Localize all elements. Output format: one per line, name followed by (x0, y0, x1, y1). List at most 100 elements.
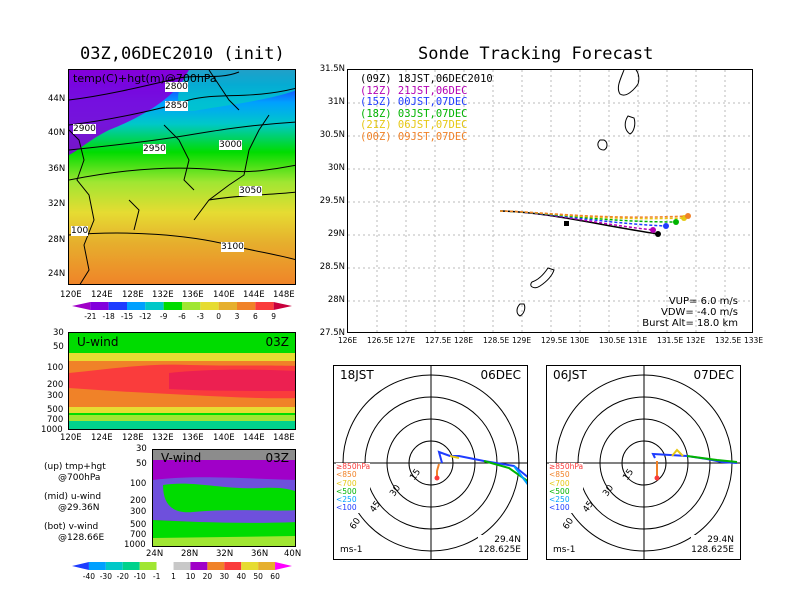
lon-tick: 127E (396, 336, 416, 345)
colorbar-swatch (163, 302, 182, 310)
hodograph-unit: ms-1 (553, 545, 576, 555)
pressure-tick: 200 (47, 380, 64, 390)
colorbar-swatch (237, 302, 256, 310)
colorbar-label: -9 (160, 312, 168, 320)
map-field-label: temp(C)+hgt(m)@700hPa (73, 72, 217, 85)
contour-label: 3100 (221, 242, 244, 252)
lat-tick: 30N (327, 163, 345, 173)
hodograph-right-time: 06JST (553, 368, 587, 382)
colorbar-swatch (182, 302, 201, 310)
lon-tick: 129.5E (541, 336, 568, 345)
pressure-tick: 50 (136, 459, 147, 469)
colorbar-swatch (88, 562, 106, 570)
level-item: <850 (336, 470, 357, 480)
colorbar-label: -40 (83, 572, 95, 581)
lon-tick: 140E (213, 290, 235, 300)
colorbar-label: 1 (171, 572, 176, 581)
param-vup: VUP= 6.0 m/s (668, 296, 738, 307)
hodograph-right: 06JST 07DEC 15 30 45 60 ≥850hPa <850 <70… (546, 365, 741, 560)
lon-tick: 131.5E (657, 336, 684, 345)
lon-tick: 131E (628, 336, 648, 345)
lat-tick: 31.5N (319, 64, 345, 74)
lon-tick: 128E (122, 433, 144, 443)
landing-point (655, 231, 661, 237)
track-legend-item: (18Z) 03JST,07DEC (360, 107, 468, 120)
lat-tick: 29.5N (319, 196, 345, 206)
lat-tick: 30.5N (319, 130, 345, 140)
level-item: ≥850hPa (336, 462, 371, 471)
colorbar-label: -20 (117, 572, 129, 581)
level-item: <500 (336, 486, 357, 496)
temperature-colorbar: -21 -18 -15 -12 -9 -6 -3 0 3 6 9 (72, 302, 292, 320)
pressure-tick: 500 (130, 520, 147, 530)
track-legend-item: (15Z) 00JST,07DEC (360, 96, 468, 108)
lon-tick: 126E (338, 336, 358, 345)
pressure-tick: 30 (136, 444, 147, 454)
legend-note-bot: (bot) v-wind @128.66E (44, 522, 104, 544)
colorbar-label: 50 (253, 572, 263, 581)
u-wind-field (69, 333, 295, 429)
landing-point (685, 213, 691, 219)
colorbar-swatch (190, 562, 208, 570)
colorbar-label: -6 (178, 312, 186, 320)
legend-note-line: (mid) u-wind (44, 492, 102, 502)
colorbar-label: 60 (270, 572, 280, 581)
pressure-tick: 500 (47, 405, 64, 415)
colorbar-swatch (173, 562, 191, 570)
pressure-tick: 300 (130, 507, 147, 517)
lat-tick: 40N (48, 128, 66, 138)
contour-label: 2850 (165, 101, 188, 111)
colorbar-label: -1 (153, 572, 161, 581)
lat-tick: 44N (48, 94, 66, 104)
track-legend-item: (12Z) 21JST,06DEC (360, 84, 468, 97)
lat-tick: 28N (327, 295, 345, 305)
lat-tick: 27.5N (319, 328, 345, 338)
lat-tick: 32N (48, 199, 66, 209)
lon-tick: 124E (91, 290, 113, 300)
lon-tick: 132E (152, 433, 174, 443)
sonde-params: VUP= 6.0 m/s VDW= -4.0 m/s Burst Alt= 18… (642, 296, 738, 329)
colorbar-swatch (258, 562, 276, 570)
location-lat: 29.4N (707, 535, 734, 545)
lon-tick: 136E (182, 290, 204, 300)
v-wind-panel: V-wind 03Z (152, 449, 296, 547)
lon-tick: 132.5E (715, 336, 742, 345)
track-legend-item: (09Z) 18JST,06DEC2010 (360, 73, 493, 85)
colorbar-swatch (156, 562, 174, 570)
pressure-tick: 1000 (124, 540, 146, 550)
sonde-track (499, 210, 659, 235)
landing-point (663, 223, 669, 229)
hodograph-location: 29.4N 128.625E (691, 535, 734, 555)
param-burst: Burst Alt= 18.0 km (642, 318, 738, 329)
lon-tick: 124E (91, 433, 113, 443)
param-vdw: VDW= -4.0 m/s (661, 307, 738, 318)
lat-tick: 28.5N (319, 262, 345, 272)
location-lat: 29.4N (494, 535, 521, 545)
sonde-track (499, 210, 689, 218)
colorbar-swatch (145, 302, 164, 310)
u-wind-time: 03Z (265, 335, 290, 349)
wind-colorbar: -40 -30 -20 -10 -1 1 10 20 30 40 50 60 (72, 562, 292, 581)
track-plot (348, 70, 752, 332)
v-wind-field (153, 450, 295, 546)
pressure-level-legend: ≥850hPa <850 <700 <500 <250 <100 (549, 462, 584, 513)
pressure-tick: 300 (47, 391, 64, 401)
pressure-tick: 700 (47, 415, 64, 425)
legend-note-mid: (mid) u-wind @29.36N (44, 492, 101, 514)
colorbar-label: 20 (203, 572, 213, 581)
pressure-tick: 200 (130, 496, 147, 506)
track-map: (09Z) 18JST,06DEC2010 (12Z) 21JST,06DEC … (347, 69, 753, 333)
colorbar-swatch (127, 302, 146, 310)
lon-tick: 144E (243, 433, 265, 443)
u-wind-panel: U-wind 03Z (68, 332, 296, 430)
colorbar-swatch (90, 302, 109, 310)
colorbar-label: -12 (139, 312, 151, 320)
level-item: ≥850hPa (549, 462, 584, 471)
v-wind-time: 03Z (265, 451, 290, 465)
landing-point (673, 219, 679, 225)
lon-tick: 128E (122, 290, 144, 300)
lon-tick: 148E (273, 433, 295, 443)
lat-tick: 24N (48, 269, 66, 279)
colorbar-swatch (255, 302, 274, 310)
colorbar-swatch (218, 302, 237, 310)
